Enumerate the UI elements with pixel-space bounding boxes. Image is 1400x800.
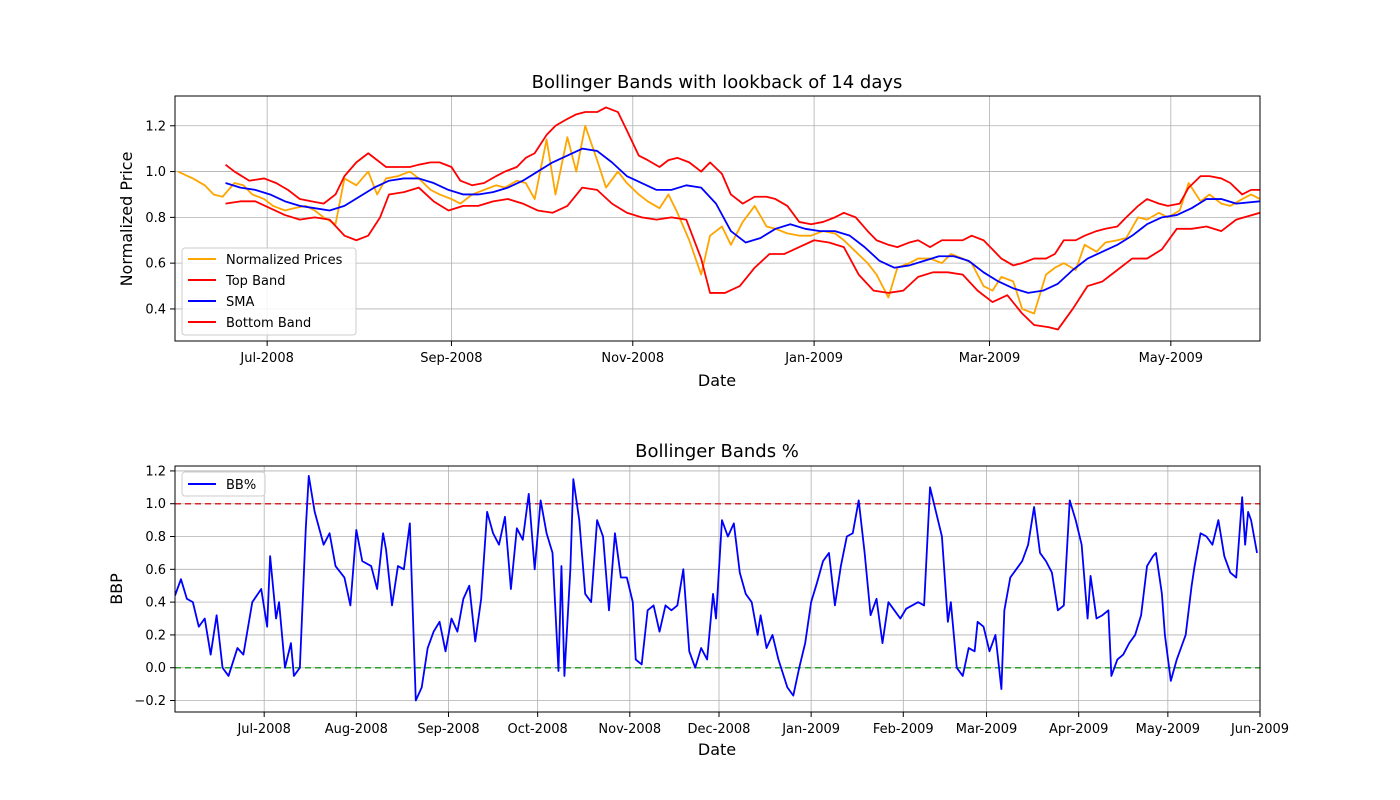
x-tick-label: Apr-2009	[1049, 722, 1108, 737]
legend-label-bbp: BB%	[226, 478, 256, 493]
ticks-top: 0.4 0.6 0.8 1.0 1.2 Jul-2008 Sep-2008 Nov-2008 J…	[145, 119, 1203, 366]
y-tick-label: 0.6	[145, 257, 166, 272]
x-axis-label-bottom: Date	[698, 740, 736, 759]
x-tick-label: Jul-2008	[239, 351, 293, 366]
x-tick-label: May-2009	[1139, 351, 1203, 366]
y-tick-label: 1.0	[145, 497, 166, 512]
legend-label-normalized-prices: Normalized Prices	[226, 253, 343, 268]
x-tick-label: May-2009	[1136, 722, 1200, 737]
plot-frame-bottom	[174, 465, 1261, 713]
plot-area-top	[177, 106, 1260, 331]
plot-area-bottom	[175, 474, 1258, 702]
x-tick-label: Jun-2009	[1230, 722, 1289, 737]
plot-frame-top	[174, 95, 1261, 342]
y-tick-label: 1.0	[145, 165, 166, 180]
y-tick-label: 0.4	[145, 596, 166, 611]
y-axis-label-bottom: BBP	[107, 573, 126, 605]
reference-lines-bottom	[175, 502, 1260, 669]
y-tick-label: −0.2	[134, 694, 166, 709]
ticks-bottom: −0.2 0.0 0.2 0.4 0.6 0.8 1.0 1.2 Jul-2008 Aug-200…	[134, 464, 1289, 737]
legend-top: Normalized Prices Top Band SMA Bottom Ba…	[181, 247, 357, 336]
x-tick-label: Oct-2008	[508, 722, 568, 737]
y-tick-label: 0.2	[145, 628, 166, 643]
x-tick-label: Jan-2009	[781, 722, 840, 737]
legend-label-top-band: Top Band	[225, 274, 285, 289]
x-tick-label: Mar-2009	[959, 351, 1020, 366]
series-line-bottom-band	[225, 186, 1260, 331]
x-tick-label: Jan-2009	[784, 351, 843, 366]
x-tick-label: Sep-2008	[420, 351, 482, 366]
y-tick-label: 1.2	[145, 119, 166, 134]
legend-label-bottom-band: Bottom Band	[226, 316, 311, 331]
series-line-bb	[175, 474, 1258, 702]
y-tick-label: 0.8	[145, 530, 166, 545]
series-group	[177, 106, 1260, 331]
x-tick-label: Jul-2008	[236, 722, 290, 737]
y-tick-label: 1.2	[145, 464, 166, 479]
legend-label-sma: SMA	[226, 295, 254, 310]
x-tick-label: Aug-2008	[325, 722, 388, 737]
panel-bollinger-bands: Bollinger Bands with lookback of 14 days…	[117, 72, 1261, 390]
x-axis-label-top: Date	[698, 371, 736, 390]
series-line-top-band	[224, 106, 1260, 267]
legend-box-top	[181, 247, 357, 336]
legend-bottom: BB%	[181, 471, 266, 497]
y-tick-label: 0.6	[145, 563, 166, 578]
x-tick-label: Nov-2008	[601, 351, 664, 366]
y-tick-label: 0.4	[145, 302, 166, 317]
chart-title-bottom: Bollinger Bands %	[635, 441, 799, 462]
y-tick-label: 0.8	[145, 211, 166, 226]
series-group	[175, 474, 1258, 702]
x-tick-label: Nov-2008	[598, 722, 661, 737]
legend-box-bottom	[181, 471, 266, 497]
x-tick-label: Feb-2009	[873, 722, 934, 737]
series-line-normalized-prices	[177, 124, 1260, 315]
x-tick-label: Sep-2008	[417, 722, 479, 737]
y-tick-label: 0.0	[145, 661, 166, 676]
y-axis-label-top: Normalized Price	[117, 152, 136, 287]
x-tick-label: Dec-2008	[688, 722, 751, 737]
x-tick-label: Mar-2009	[956, 722, 1017, 737]
panel-bollinger-bands-percent: Bollinger Bands % Date BBP −0.2 0.0 0.2 0.4…	[107, 441, 1289, 759]
chart-title-top: Bollinger Bands with lookback of 14 days	[532, 72, 903, 93]
series-line-sma	[225, 147, 1260, 294]
